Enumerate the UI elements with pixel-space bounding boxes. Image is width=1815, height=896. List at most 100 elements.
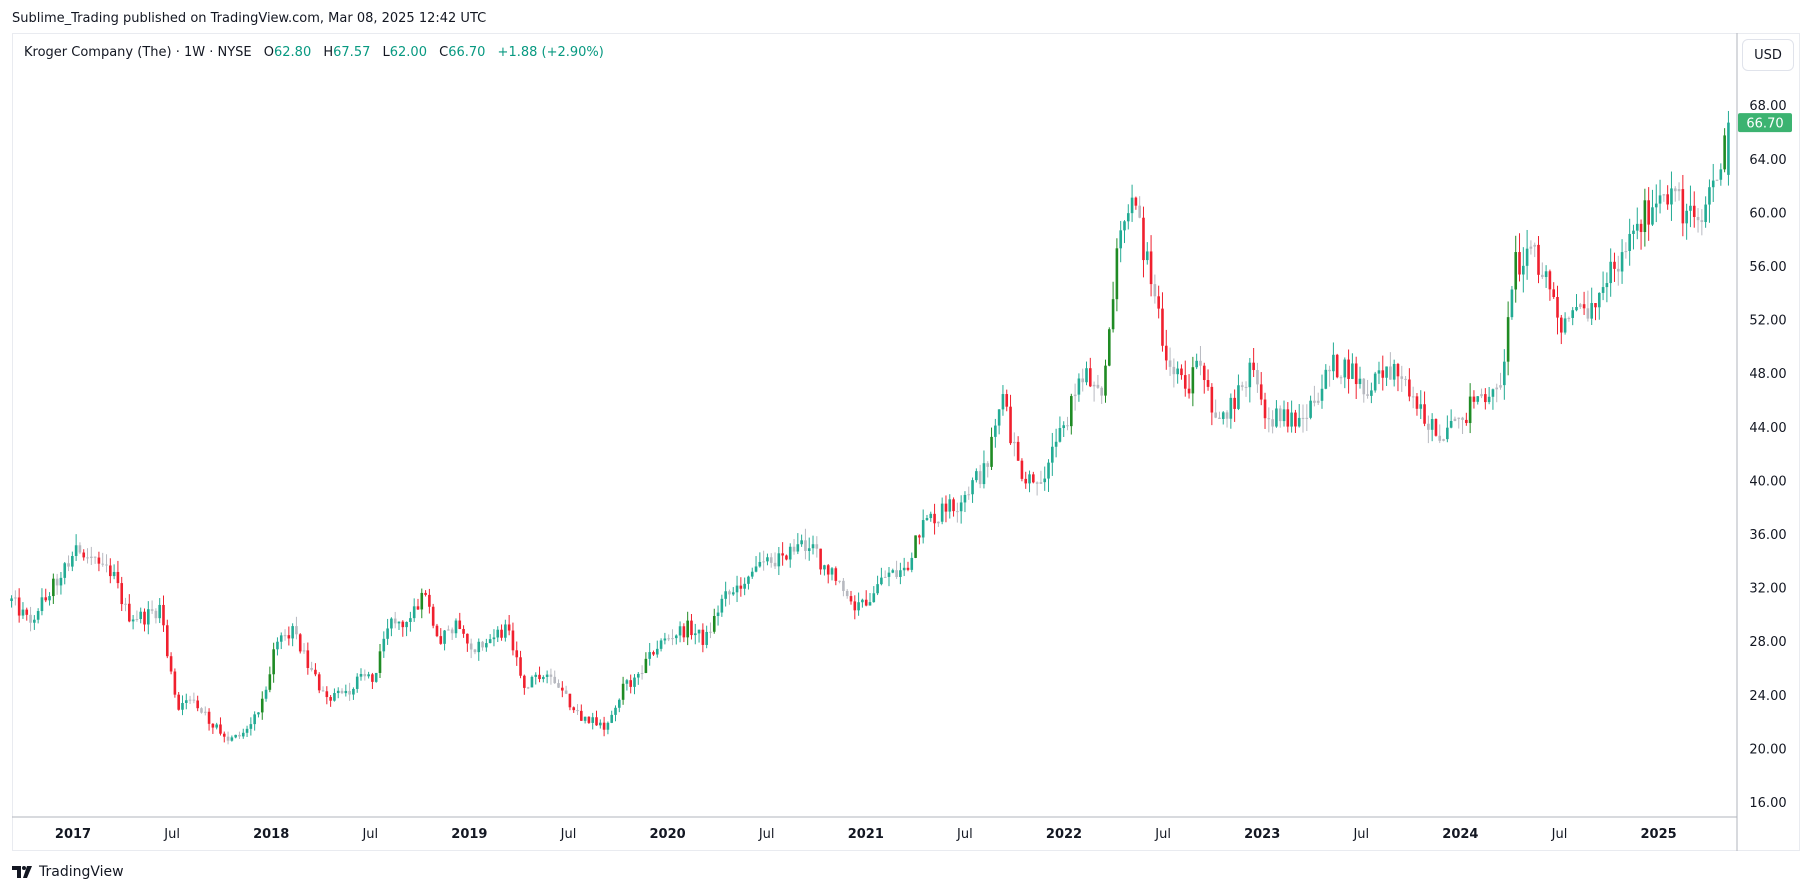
candle-body	[1107, 329, 1111, 366]
candle-body	[895, 570, 898, 577]
candle-body	[1020, 460, 1024, 479]
candle-body	[739, 585, 743, 589]
candle-body	[868, 602, 872, 606]
candle-body	[1491, 389, 1495, 397]
candle-body	[899, 570, 902, 577]
candle-body	[1305, 417, 1309, 419]
candle-body	[1119, 230, 1122, 249]
candle-body	[1195, 360, 1198, 368]
candle-body	[1525, 248, 1529, 266]
candle-body	[1609, 261, 1612, 284]
tradingview-brand: TradingView	[39, 864, 124, 880]
candle-body	[165, 625, 169, 657]
symbol-title[interactable]: Kroger Company (The) · 1W · NYSE	[24, 45, 252, 60]
candle-body	[128, 603, 131, 622]
candle-body	[849, 596, 853, 602]
candle-body	[523, 675, 526, 688]
candle-body	[1172, 366, 1176, 375]
candle-body	[1476, 396, 1480, 402]
currency-button[interactable]: USD	[1742, 39, 1794, 71]
candle-body	[1715, 179, 1719, 181]
candle-body	[591, 717, 595, 723]
candle-body	[1590, 303, 1593, 319]
candle-body	[678, 626, 682, 636]
candle-body	[1461, 417, 1464, 420]
candle-body	[644, 658, 648, 673]
candle-body	[690, 620, 693, 636]
candle-body	[1396, 363, 1400, 377]
candle-body	[1123, 221, 1126, 231]
candle-body	[78, 545, 82, 553]
candle-body	[530, 676, 534, 688]
candle-body	[804, 540, 807, 551]
price-tick-label: 32.00	[1749, 582, 1786, 597]
candle-body	[1039, 482, 1043, 484]
time-axis[interactable]: 2017 Jul 2018 Jul 2019 Jul 2020 Jul 2021 Jul 2022 J…	[55, 827, 1677, 842]
candle-body	[956, 511, 959, 513]
candle-body	[967, 494, 971, 496]
candle-body	[124, 603, 127, 605]
candle-body	[1499, 385, 1502, 388]
candle-body	[1221, 412, 1225, 419]
candle-body	[1313, 400, 1316, 403]
candle-body	[409, 618, 412, 622]
candle-body	[1183, 375, 1187, 389]
candle-body	[386, 628, 389, 639]
candle-body	[561, 687, 564, 691]
candle-body	[268, 674, 272, 690]
candle-body	[853, 601, 857, 611]
candle-body	[963, 494, 967, 503]
price-tick-label: 52.00	[1749, 314, 1786, 329]
candle-body	[1066, 425, 1069, 427]
candle-body	[1309, 400, 1312, 418]
price-axis[interactable]: 16.00 20.00 24.00 28.00 32.00 36.00 40.00 44.00…	[1749, 99, 1786, 811]
candle-body	[1092, 384, 1096, 387]
candle-body	[838, 580, 841, 582]
change-value: +1.88 (+2.90%)	[497, 45, 604, 60]
candle-body	[1149, 251, 1153, 285]
candle-body	[63, 563, 67, 578]
candle-body	[1130, 197, 1134, 214]
candle-body	[1719, 169, 1723, 180]
candle-body	[975, 471, 978, 481]
candle-body	[348, 690, 351, 695]
candle-body	[1180, 368, 1183, 376]
candle-body	[891, 570, 895, 573]
candle-body	[371, 674, 374, 682]
candle-body	[709, 631, 712, 633]
candle-body	[1237, 385, 1240, 409]
price-tick-label: 44.00	[1749, 421, 1786, 436]
candle-body	[785, 555, 788, 560]
candle-body	[1013, 441, 1016, 444]
candle-body	[439, 636, 443, 644]
candle-body	[1548, 271, 1552, 290]
tradingview-logo-icon	[12, 866, 32, 878]
tradingview-logo[interactable]: TradingView	[12, 864, 124, 880]
candle-body	[716, 612, 720, 617]
candle-body	[610, 714, 614, 723]
time-tick-label: Jul	[1154, 827, 1171, 842]
candle-body	[834, 568, 838, 581]
candle-body	[1556, 296, 1559, 318]
candle-body	[226, 736, 230, 741]
candle-body	[507, 624, 511, 631]
candle-body	[747, 576, 750, 584]
candle-body	[1294, 412, 1297, 427]
candle-body	[1430, 419, 1434, 430]
candle-body	[686, 620, 689, 638]
candle-body	[1024, 478, 1028, 484]
candle-body	[614, 707, 617, 715]
candle-body	[1586, 308, 1590, 319]
candle-body	[557, 683, 560, 688]
candle-body	[352, 688, 355, 695]
price-tick-label: 68.00	[1749, 99, 1786, 114]
candle-body	[819, 548, 822, 570]
candle-body	[150, 609, 154, 611]
candle-body	[1411, 396, 1415, 398]
candle-body	[1404, 378, 1407, 380]
candle-body	[792, 546, 796, 552]
candle-body	[1202, 365, 1206, 381]
candle-body	[257, 712, 260, 715]
candle-body	[1366, 394, 1369, 396]
